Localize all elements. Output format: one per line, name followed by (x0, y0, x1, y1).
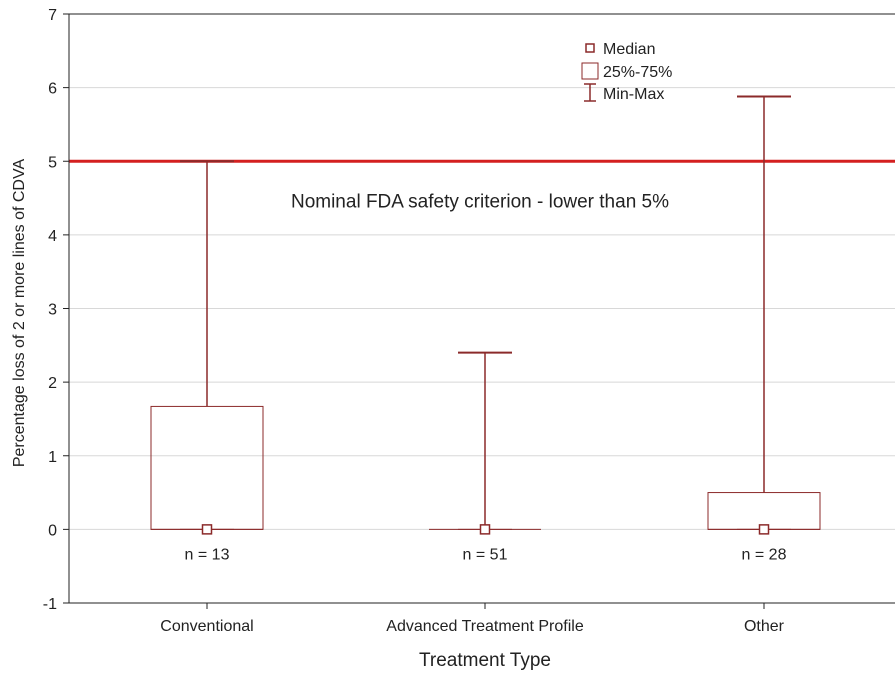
y-tick-label: 6 (48, 81, 57, 98)
y-tick-label: 0 (48, 522, 57, 539)
reference-line-group: Nominal FDA safety criterion - lower tha… (69, 159, 895, 212)
x-tick-label: Other (744, 618, 785, 635)
boxes-group: n = 13 n = 51 n = 28 (150, 95, 821, 563)
y-axis-label: Percentage loss of 2 or more lines of CD… (11, 159, 28, 468)
n-label: n = 28 (742, 546, 787, 563)
n-label: n = 13 (185, 546, 230, 563)
median-marker (758, 524, 770, 535)
y-tick-label: -1 (43, 596, 57, 613)
x-axis-label: Treatment Type (419, 650, 551, 671)
x-tick-label: Advanced Treatment Profile (386, 618, 584, 635)
legend-label-iqr: 25%-75% (603, 64, 672, 81)
median-marker (479, 524, 491, 535)
x-tick-label: Conventional (160, 618, 253, 635)
legend-label-median: Median (603, 41, 655, 58)
n-label: n = 51 (463, 546, 508, 563)
reference-line-label: Nominal FDA safety criterion - lower tha… (291, 191, 669, 212)
legend-box-icon (581, 62, 599, 80)
median-marker (201, 524, 213, 535)
y-tick-label: 1 (48, 449, 57, 466)
y-tick-label: 2 (48, 375, 57, 392)
y-tick-label: 5 (48, 154, 57, 171)
legend-median-icon (585, 43, 595, 53)
y-tick-label: 7 (48, 7, 57, 24)
grid-lines (69, 87, 895, 530)
legend: Median 25%-75% Min-Max (581, 41, 672, 103)
y-tick-label: 4 (48, 228, 57, 245)
y-tick-label: 3 (48, 302, 57, 319)
legend-label-minmax: Min-Max (603, 86, 664, 103)
iqr-box (707, 492, 821, 530)
iqr-box (150, 405, 264, 530)
axes-group: -1 0 1 2 3 4 5 6 7 Conventional Advanced Treatment… (43, 7, 895, 635)
